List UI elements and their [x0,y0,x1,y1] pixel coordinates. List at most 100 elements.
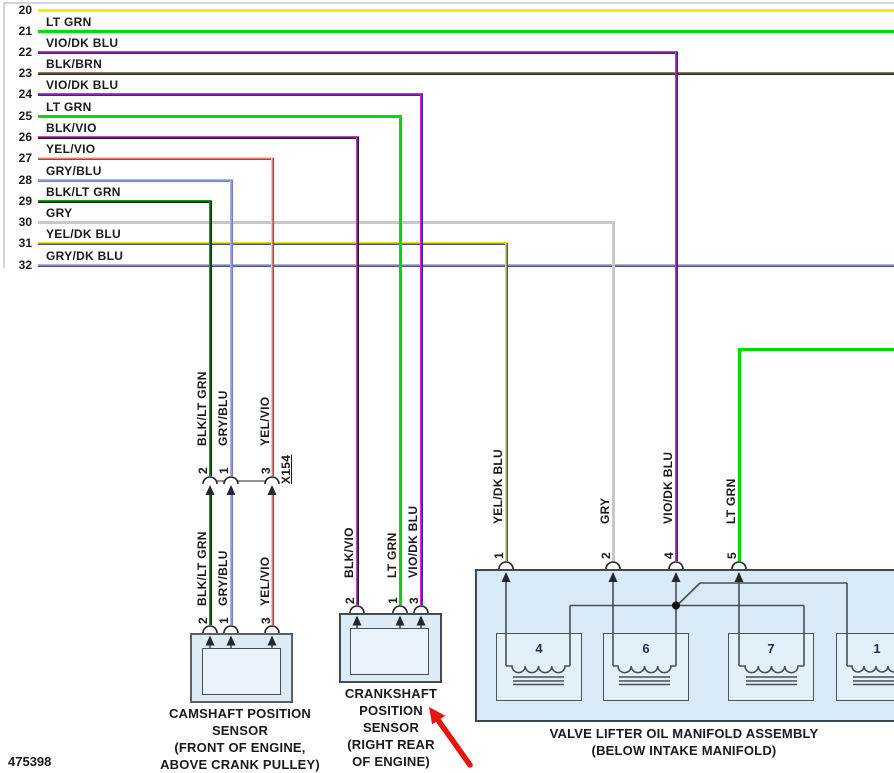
internal-wire [676,582,701,607]
drop-28-gry-blu-a [229,180,233,476]
drop-26-blk-vio [355,137,359,605]
camshaft-sensor-caption: (FRONT OF ENGINE, [174,740,306,755]
drop-27-yel-vio-a [270,158,274,476]
connector-arc [349,605,365,614]
wire-color-label: VIO/DK BLU [46,78,119,92]
solenoid-1-box [836,633,894,701]
wire-color-label: VIO/DK BLU [46,36,119,50]
arrow-up-icon [734,572,744,582]
connector-arc [264,625,280,634]
wire-color-label: BLK/BRN [46,57,103,71]
connector-arc [413,605,429,614]
wire-32-gry-dk-blu [38,264,894,267]
wire-30-gry [38,221,615,224]
valve-lifter-caption: VALVE LIFTER OIL MANIFOLD ASSEMBLY [549,726,819,741]
crankshaft-sensor-caption: OF ENGINE) [352,754,430,769]
arrow-up-icon [226,485,236,495]
wire-color-label: YEL/DK BLU [46,227,121,241]
wire-23-blk-brn [38,72,894,75]
arrow-up-icon [226,635,236,646]
drop-5-lt-grn [737,349,741,561]
crankshaft-sensor-caption: SENSOR [362,720,420,735]
drop-30-gry [611,222,615,561]
junction-dot [672,601,680,610]
drop-27-yel-vio-b [270,489,274,625]
wire-color-label: BLK/LT GRN [46,185,121,199]
wire-color-label: BLK/VIO [46,121,97,135]
camshaft-sensor-inner [202,648,281,695]
diagram-id-label: 475398 [8,754,52,769]
wire-26-blk-vio [38,136,359,139]
wire-color-label: YEL/VIO [46,142,96,156]
wire-lt-grn-right [737,348,894,351]
wire-24-vio-dk-blu [38,93,423,96]
circuit-number-28: 28 [18,173,32,187]
circuit-number-20: 20 [18,3,32,17]
drop-22-vio-dk-blu [674,52,678,561]
wire-color-label: LT GRN [46,100,92,114]
circuit-number-32: 32 [18,258,32,272]
arrow-up-icon [608,572,618,582]
drop-24-vio-dk-blu [419,94,423,605]
wire-21-lt-grn [38,30,894,33]
circuit-number-27: 27 [18,151,32,165]
circuit-number-22: 22 [18,45,32,59]
drop-29-blk-lt-grn-b [208,489,212,625]
circuit-number-29: 29 [18,194,32,208]
circuit-number-25: 25 [18,109,32,123]
drop-31-yel-dk-blu [504,243,508,561]
circuit-number-30: 30 [18,215,32,229]
arrow-up-icon [501,572,511,582]
wire-color-label: GRY/BLU [46,164,102,178]
arrow-up-icon [267,635,277,646]
connector-arc [264,476,280,485]
arrow-up-icon [352,615,362,626]
wire-color-label: LT GRN [46,15,92,29]
drop-28-gry-blu-b [229,489,233,625]
solenoid-coil [739,665,804,674]
wire-25-lt-grn [38,115,402,118]
circuit-number-21: 21 [18,24,32,38]
connector-arc [202,476,218,485]
wire-29-blk-lt-grn [38,200,212,203]
wire-20-yel [38,9,894,12]
connector-arc [731,561,747,570]
crankshaft-sensor-caption: (RIGHT REAR [347,737,435,752]
crankshaft-sensor-inner [350,628,429,675]
drop-29-blk-lt-grn-a [208,201,212,476]
solenoid-label-6: 6 [642,641,650,656]
solenoid-coil [613,665,676,674]
wire-color-label: GRY/DK BLU [46,249,124,263]
valve-lifter-caption: (BELOW INTAKE MANIFOLD) [591,743,777,758]
arrow-up-icon [205,485,215,495]
wire-28-gry-blu [38,179,233,182]
wire-27-yel-vio [38,157,274,160]
circuit-number-23: 23 [18,66,32,80]
solenoid-6-box [603,633,689,701]
connector-arc [202,625,218,634]
connector-arc [498,561,514,570]
crankshaft-sensor-caption: POSITION [359,703,423,718]
arrow-up-icon [671,572,681,582]
camshaft-sensor-caption: ABOVE CRANK PULLEY) [160,757,320,772]
connector-arc [605,561,621,570]
solenoid-coil [847,665,894,673]
connector-arc [392,605,408,614]
red-annotation-arrow [435,717,473,768]
solenoid-label-1: 1 [873,641,881,656]
arrow-up-icon [416,615,426,626]
wire-color-label: GRY [46,206,73,220]
solenoid-label-7: 7 [767,641,775,656]
camshaft-sensor-caption: SENSOR [211,723,269,738]
arrow-up-icon [267,485,277,495]
connector-arc [668,561,684,570]
connector-arc [223,476,239,485]
arrow-up-icon [395,615,405,626]
camshaft-sensor-caption: CAMSHAFT POSITION [168,706,312,721]
red-annotation-arrowhead [429,707,446,725]
solenoid-coil [506,665,570,674]
arrow-up-icon [205,635,215,646]
connector-arc [223,625,239,634]
